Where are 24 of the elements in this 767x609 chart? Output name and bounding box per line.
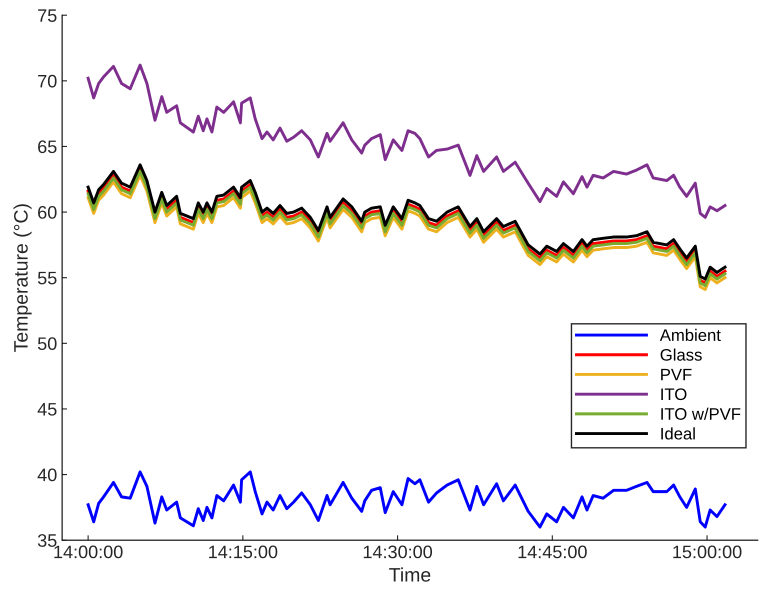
y-tick-label: 75 <box>38 9 57 22</box>
y-tick-label: 45 <box>38 403 57 416</box>
legend-label: PVF <box>661 368 692 380</box>
y-tick-label: 50 <box>38 337 57 350</box>
y-tick-label: 35 <box>38 534 57 547</box>
x-tick-label: 14:00:00 <box>54 546 123 558</box>
y-axis-title: Temperature (°C) <box>14 204 32 352</box>
line-series <box>86 470 726 529</box>
y-tick-label: 65 <box>38 140 57 154</box>
y-tick-label: 70 <box>38 74 57 88</box>
y-tick-label: 60 <box>38 206 57 219</box>
x-tick-label: 14:45:00 <box>518 546 587 558</box>
legend-label: Ideal <box>661 427 695 440</box>
x-axis-title: Time <box>389 567 430 582</box>
x-tick-label: 14:30:00 <box>364 546 432 558</box>
y-tick-label: 40 <box>38 468 57 482</box>
legend-label: Glass <box>660 348 702 361</box>
line-series <box>86 64 726 219</box>
x-tick-label: 14:15:00 <box>209 546 278 558</box>
x-tick-label: 15:00:00 <box>673 546 742 558</box>
y-tick-label: 55 <box>38 272 57 284</box>
legend-label: Ambient <box>660 328 721 342</box>
legend-label: ITO w/PVF <box>661 408 740 420</box>
legend-label: ITO <box>661 388 686 400</box>
